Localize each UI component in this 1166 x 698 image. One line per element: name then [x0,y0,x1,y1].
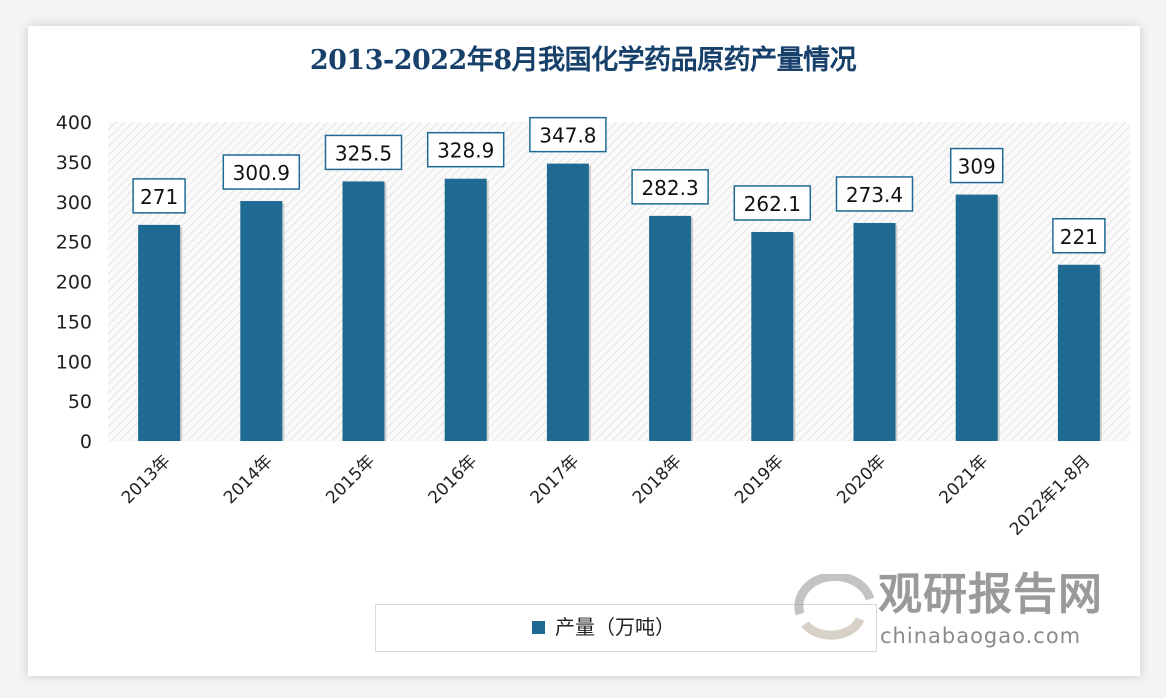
x-tick-label: 2018年 [629,451,686,508]
legend-label: 产量（万吨） [555,615,675,639]
x-tick-label: 2022年1-8月 [1006,451,1094,539]
bar [138,224,181,441]
data-label-box [949,147,1004,184]
legend-swatch [532,620,545,634]
y-tick-label: 150 [56,311,92,333]
data-label: 309 [958,155,996,179]
data-label: 347.8 [539,124,596,148]
data-label: 328.9 [437,139,494,163]
data-label-box [631,169,709,205]
y-tick-label: 50 [68,391,92,413]
data-label: 221 [1060,225,1098,249]
data-label: 271 [140,185,178,209]
y-tick-label: 200 [56,272,92,294]
bar [342,181,385,441]
y-tick-label: 0 [80,431,92,453]
x-tick-label: 2016年 [424,451,481,508]
watermark-logo-icon [794,574,875,640]
data-label-box [529,116,607,153]
chart-title: 2013-2022年8月我国化学药品原药产量情况 [309,45,857,76]
bar [444,178,487,441]
data-label-box [835,176,914,212]
bar [853,222,896,441]
y-tick-label: 400 [56,112,92,134]
bar [1057,264,1100,441]
data-label-box [132,178,186,214]
data-label: 300.9 [233,161,290,185]
data-label: 325.5 [335,141,392,165]
legend: 产量（万吨） [375,604,877,652]
bar [649,215,692,441]
bar [240,201,283,441]
x-tick-label: 2013年 [118,451,175,508]
data-label: 282.3 [641,176,698,200]
bar [955,194,998,441]
x-tick-label: 2021年 [935,451,992,508]
y-tick-label: 350 [56,152,92,174]
bar [751,231,794,441]
y-tick-label: 250 [56,232,92,254]
watermark-name: 观研报告网 [878,569,1103,620]
y-tick-label: 300 [56,192,92,214]
x-tick-label: 2015年 [322,451,379,508]
data-label-box [733,185,812,221]
x-tick-label: 2019年 [731,451,788,508]
x-tick-label: 2014年 [220,451,277,508]
data-label-box [1052,218,1106,254]
data-label-box [426,131,505,168]
watermark-url: chinabaogao.com [880,624,1082,648]
data-label: 262.1 [744,192,801,216]
y-tick-label: 100 [56,351,92,373]
data-label-box [324,134,403,171]
x-tick-label: 2017年 [527,451,584,508]
data-label-box [222,154,301,190]
x-tick-label: 2020年 [833,451,890,508]
data-label: 273.4 [846,183,903,207]
bar [546,163,589,441]
